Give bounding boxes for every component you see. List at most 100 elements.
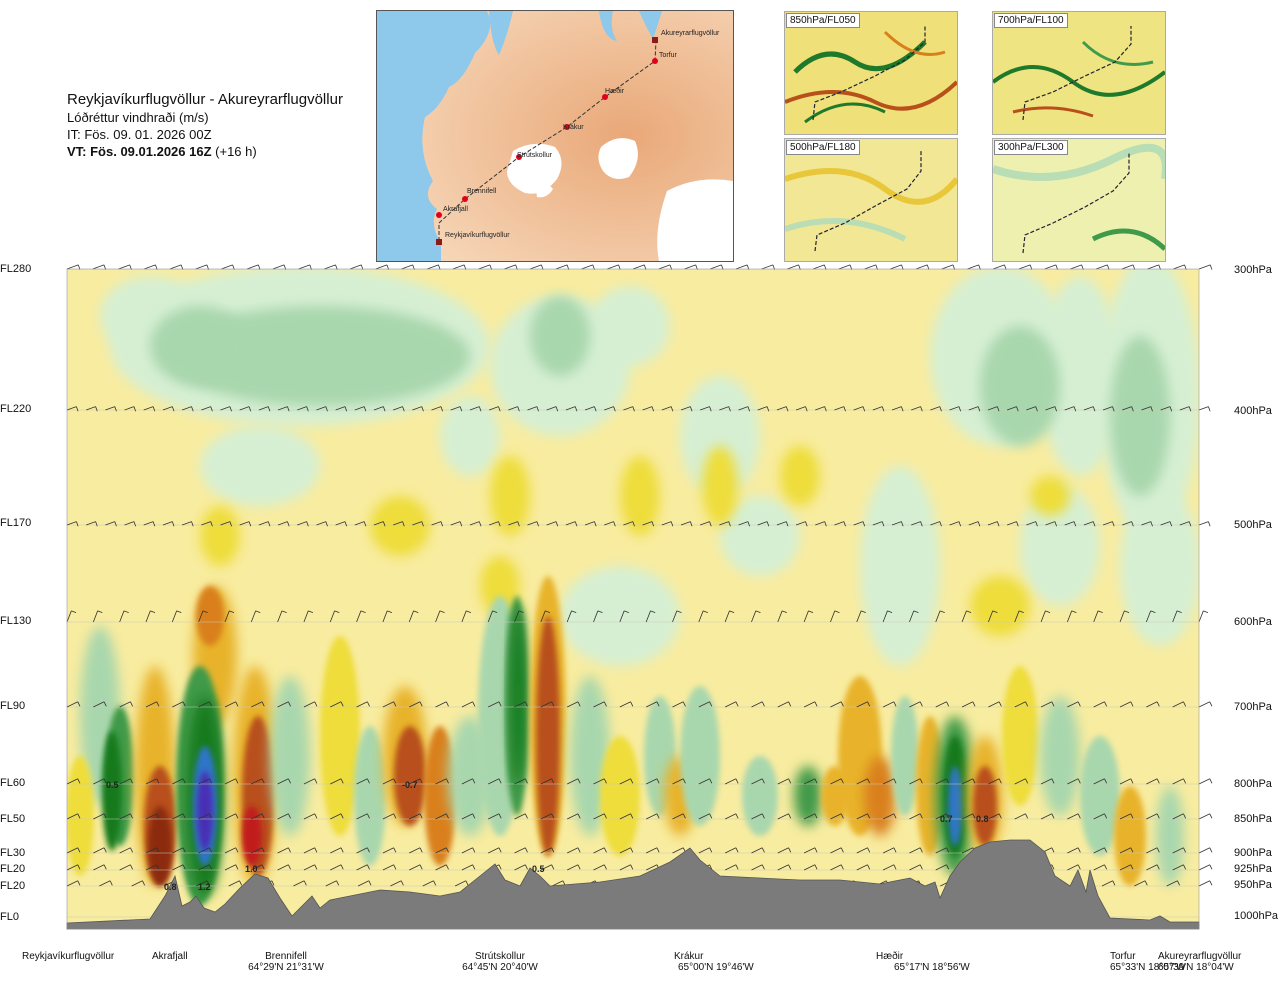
wind-barb bbox=[1040, 813, 1055, 820]
map-points bbox=[436, 37, 658, 245]
wind-barb bbox=[382, 610, 393, 623]
value-label: 0.5 bbox=[532, 864, 545, 874]
wind-barb bbox=[330, 847, 344, 854]
field-wave-cell bbox=[242, 806, 262, 866]
wind-barb bbox=[1014, 778, 1029, 785]
wind-barb bbox=[277, 847, 291, 854]
wind-barb bbox=[795, 521, 808, 527]
field-pale-green bbox=[1120, 486, 1199, 646]
waypoint-coord: 64°29'N 21°31'W bbox=[248, 962, 324, 973]
wind-barb bbox=[961, 610, 972, 623]
field-wave-cell bbox=[196, 586, 224, 646]
map-point-akureyri bbox=[652, 37, 658, 43]
wind-barb bbox=[930, 521, 942, 527]
wind-barb bbox=[66, 880, 81, 887]
panel-500-label: 500hPa/FL180 bbox=[786, 140, 860, 155]
wind-barb bbox=[162, 521, 175, 527]
wind-barb bbox=[1145, 610, 1156, 623]
wind-barb bbox=[968, 521, 981, 527]
wind-barb bbox=[66, 813, 81, 820]
wind-barb bbox=[1198, 847, 1213, 854]
map-label-akrafjall: Akrafjall bbox=[443, 206, 468, 213]
wind-barb bbox=[201, 406, 213, 412]
wind-barb bbox=[856, 701, 871, 708]
wind-barb bbox=[316, 521, 328, 527]
wind-barb bbox=[949, 521, 962, 527]
wind-barb bbox=[1198, 610, 1209, 623]
wind-barb bbox=[172, 778, 186, 785]
wind-barb bbox=[584, 406, 597, 412]
hpa-tick: 500hPa bbox=[1234, 519, 1272, 531]
wind-barb bbox=[487, 610, 498, 623]
map-label-krakur: Krákur bbox=[563, 124, 584, 131]
wind-barb bbox=[330, 813, 344, 820]
wind-barb bbox=[619, 701, 634, 708]
init-time: IT: Fös. 09. 01. 2026 00Z bbox=[67, 127, 212, 142]
wind-barb bbox=[567, 701, 581, 708]
wind-barb bbox=[935, 610, 945, 623]
wind-barb bbox=[642, 521, 655, 527]
field-light-green bbox=[150, 306, 250, 386]
wind-barb bbox=[354, 521, 367, 527]
hpa-tick: 600hPa bbox=[1234, 616, 1272, 628]
wind-barb bbox=[162, 406, 175, 412]
wind-barb bbox=[853, 521, 866, 527]
wind-barb bbox=[604, 406, 616, 412]
wind-barb bbox=[567, 847, 581, 854]
wind-barb bbox=[882, 701, 897, 708]
wind-barb bbox=[357, 880, 372, 887]
wind-barb bbox=[393, 406, 405, 412]
wind-barb bbox=[435, 778, 449, 785]
wind-barb bbox=[1122, 406, 1134, 412]
wind-barb bbox=[593, 864, 607, 871]
wind-barb bbox=[751, 847, 765, 854]
wind-barb bbox=[757, 521, 770, 527]
field-light-green bbox=[530, 296, 590, 376]
wind-barb bbox=[751, 864, 765, 871]
wind-barb bbox=[672, 610, 682, 623]
wind-barb bbox=[988, 701, 1002, 708]
wind-barb bbox=[830, 813, 844, 820]
map-fjord bbox=[489, 11, 513, 55]
wind-barb bbox=[131, 880, 146, 887]
wind-barb bbox=[930, 406, 942, 412]
wind-barb bbox=[461, 864, 476, 871]
wind-barb bbox=[1067, 813, 1081, 820]
waypoint-coord: 65°39'N 18°04'W bbox=[1158, 962, 1234, 973]
wind-barb bbox=[382, 847, 397, 854]
wind-barb bbox=[461, 813, 476, 820]
wind-barb bbox=[988, 813, 1002, 820]
wind-barb bbox=[540, 847, 555, 854]
wind-barb bbox=[86, 521, 98, 527]
wind-barb bbox=[619, 813, 634, 820]
route-map: Akureyrarflugvöllur Torfur Hæðir Krákur … bbox=[376, 10, 734, 262]
field-pale-green bbox=[560, 566, 680, 666]
wind-barb bbox=[803, 701, 818, 708]
wind-barb bbox=[891, 521, 904, 527]
wind-barb bbox=[856, 813, 871, 820]
map-point-torfur bbox=[652, 58, 658, 64]
wind-barb bbox=[593, 813, 607, 820]
wind-barb bbox=[1026, 521, 1038, 527]
valid-time-offset: (+16 h) bbox=[215, 144, 257, 159]
wind-barb bbox=[251, 847, 265, 854]
wind-barb bbox=[527, 406, 539, 412]
wind-barb bbox=[680, 406, 693, 412]
wind-barb bbox=[1179, 406, 1192, 412]
wind-barb bbox=[181, 521, 194, 527]
wind-barb bbox=[891, 406, 904, 412]
wind-barb bbox=[422, 880, 437, 887]
wind-barb bbox=[856, 778, 871, 785]
wind-barb bbox=[1172, 610, 1182, 623]
fl-tick: FL170 bbox=[0, 517, 32, 529]
wind-barb bbox=[143, 521, 156, 527]
field-light-green bbox=[980, 326, 1060, 446]
field-wave-cell bbox=[536, 616, 560, 856]
wind-barb bbox=[1146, 864, 1160, 871]
wind-barb bbox=[1198, 813, 1213, 820]
panel-500-svg bbox=[785, 139, 957, 261]
wind-barb bbox=[724, 864, 739, 871]
wind-barb bbox=[330, 778, 344, 785]
wind-barb bbox=[1064, 406, 1077, 412]
wind-barb bbox=[1093, 701, 1108, 708]
